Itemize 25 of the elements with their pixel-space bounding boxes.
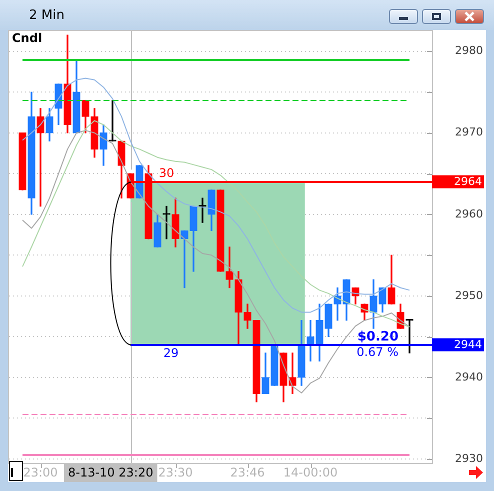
y-tick-label: 2950 — [455, 288, 483, 302]
y-tick-label: 2930 — [455, 452, 483, 465]
annotation: 29 — [163, 346, 179, 360]
annotation: $0.20 — [357, 330, 398, 345]
x-tick-label: 23:30 — [158, 465, 193, 480]
annotation: 30 — [158, 166, 174, 180]
ref-line-label: 2944 — [454, 338, 482, 352]
annotation: 0.67 % — [356, 344, 398, 359]
candlestick — [306, 320, 314, 362]
y-tick-label: 2960 — [455, 207, 483, 220]
ref-line-label: 8-13-10 23:20 — [68, 466, 154, 480]
y-tick-label: 2970 — [455, 126, 483, 139]
y-tick-label: 2980 — [455, 44, 483, 58]
x-tick-label: 23:00 — [23, 465, 58, 480]
x-tick-label: 14-00:00 — [283, 465, 338, 480]
x-tick-label: 23:46 — [230, 465, 265, 480]
candlestick — [288, 352, 296, 394]
candlestick — [180, 230, 188, 288]
y-tick-label: 2940 — [455, 370, 483, 384]
chart-title: 2 Min — [29, 7, 64, 24]
annotation: Cndl — [12, 31, 42, 46]
ref-line-label: 2964 — [454, 175, 482, 188]
candlestick — [108, 100, 116, 142]
candlestick — [226, 246, 234, 288]
candlestick — [36, 108, 44, 207]
